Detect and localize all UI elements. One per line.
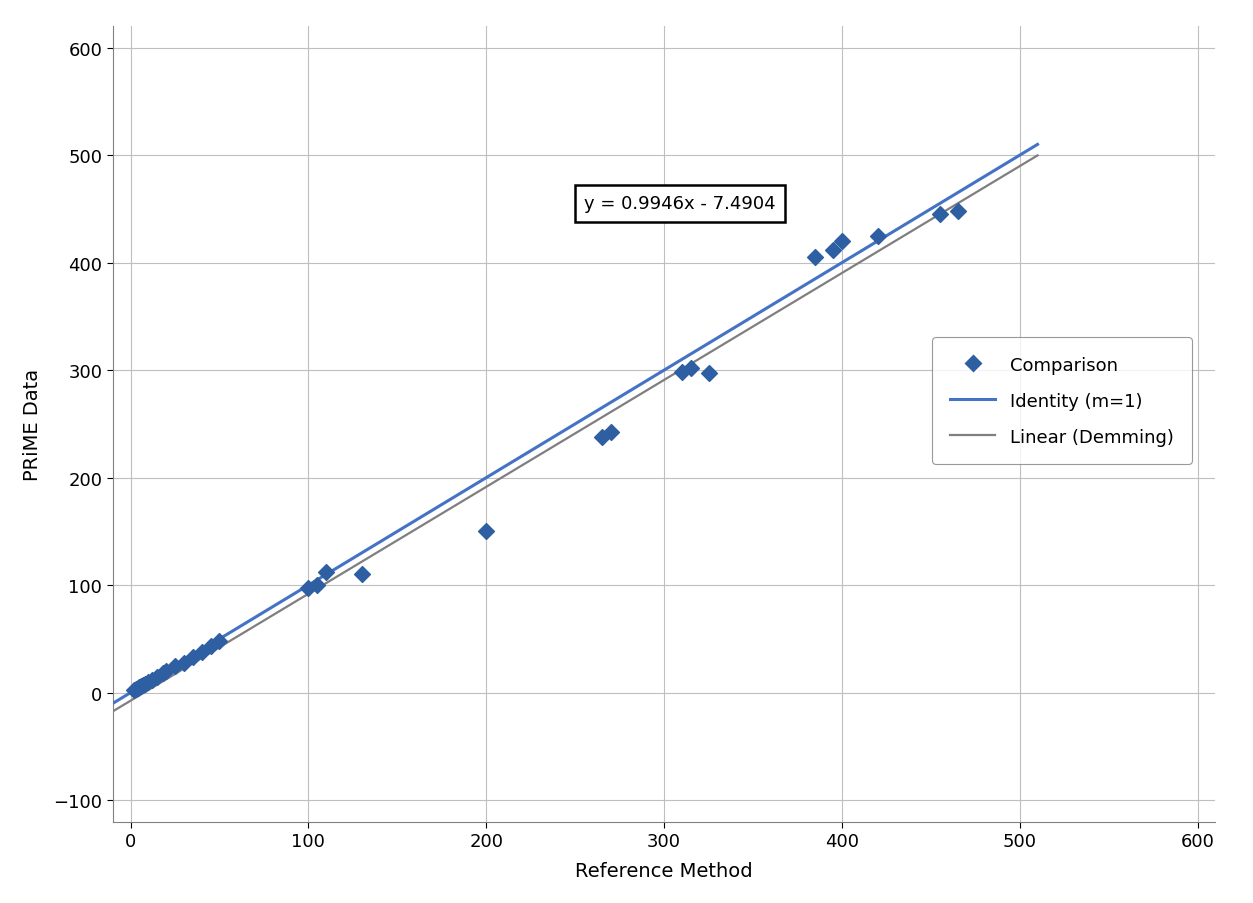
Y-axis label: PRiME Data: PRiME Data bbox=[24, 368, 43, 480]
Point bbox=[128, 682, 148, 696]
Point bbox=[209, 634, 229, 648]
Point bbox=[680, 361, 700, 376]
Point bbox=[125, 683, 145, 697]
Point bbox=[867, 229, 887, 244]
Point bbox=[153, 666, 173, 681]
Point bbox=[138, 675, 158, 689]
Point bbox=[698, 367, 718, 381]
Point bbox=[132, 679, 152, 694]
Point bbox=[600, 426, 620, 441]
X-axis label: Reference Method: Reference Method bbox=[575, 861, 753, 880]
Point bbox=[591, 430, 611, 444]
Point bbox=[157, 665, 177, 679]
Point bbox=[823, 243, 843, 257]
Point bbox=[298, 582, 318, 596]
Point bbox=[135, 677, 155, 692]
Point bbox=[133, 678, 153, 693]
Point bbox=[129, 680, 149, 694]
Point bbox=[200, 639, 221, 654]
Point bbox=[165, 659, 185, 674]
Text: y = 0.9946x - 7.4904: y = 0.9946x - 7.4904 bbox=[584, 195, 776, 213]
Point bbox=[147, 669, 167, 684]
Point bbox=[174, 656, 194, 670]
Point bbox=[947, 205, 967, 219]
Point bbox=[124, 684, 144, 698]
Point bbox=[806, 251, 826, 265]
Point bbox=[352, 567, 372, 582]
Point bbox=[930, 208, 950, 222]
Point bbox=[192, 645, 212, 659]
Point bbox=[307, 578, 327, 592]
Point bbox=[316, 565, 336, 580]
Point bbox=[672, 366, 692, 380]
Point bbox=[142, 673, 162, 687]
Point bbox=[476, 525, 496, 539]
Point bbox=[832, 235, 852, 249]
Legend: Comparison, Identity (m=1), Linear (Demming): Comparison, Identity (m=1), Linear (Demm… bbox=[932, 338, 1192, 464]
Point bbox=[183, 650, 203, 665]
